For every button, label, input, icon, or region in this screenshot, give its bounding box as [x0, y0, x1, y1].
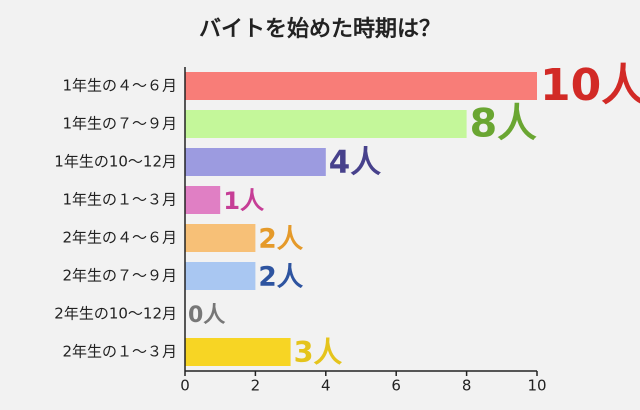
y-tick-label: 1年生の７～９月: [62, 115, 177, 133]
value-label: 4人: [329, 145, 381, 181]
value-label: 0人: [188, 303, 225, 328]
x-tick-label: 0: [180, 377, 190, 395]
chart-title: バイトを始めた時期は？: [199, 16, 441, 42]
bar: [185, 262, 256, 290]
value-label: 8人: [470, 101, 538, 147]
y-tick-label: 2年生の４～６月: [62, 229, 177, 247]
bar: [185, 186, 221, 214]
bar: [185, 224, 256, 252]
x-tick-label: 8: [462, 377, 472, 395]
y-tick-label: 1年生の10～12月: [54, 153, 177, 171]
bar: [185, 338, 291, 366]
y-tick-label: 2年生の10～12月: [54, 305, 177, 323]
bar: [185, 148, 326, 176]
x-tick-label: 6: [391, 377, 401, 395]
x-tick-label: 10: [527, 377, 546, 395]
value-label: 2人: [258, 224, 303, 255]
x-tick-label: 2: [251, 377, 261, 395]
bar: [185, 72, 537, 100]
y-tick-label: 1年生の４～６月: [62, 77, 177, 95]
y-tick-label: 1年生の１～３月: [62, 191, 177, 209]
y-tick-label: 2年生の１～３月: [62, 343, 177, 361]
value-label: 2人: [258, 262, 303, 293]
value-label: 1人: [223, 187, 265, 215]
y-tick-label: 2年生の７～９月: [62, 267, 177, 285]
value-label: 10人: [540, 60, 640, 111]
value-label: 3人: [294, 335, 343, 369]
x-tick-label: 4: [321, 377, 331, 395]
bar: [185, 110, 467, 138]
